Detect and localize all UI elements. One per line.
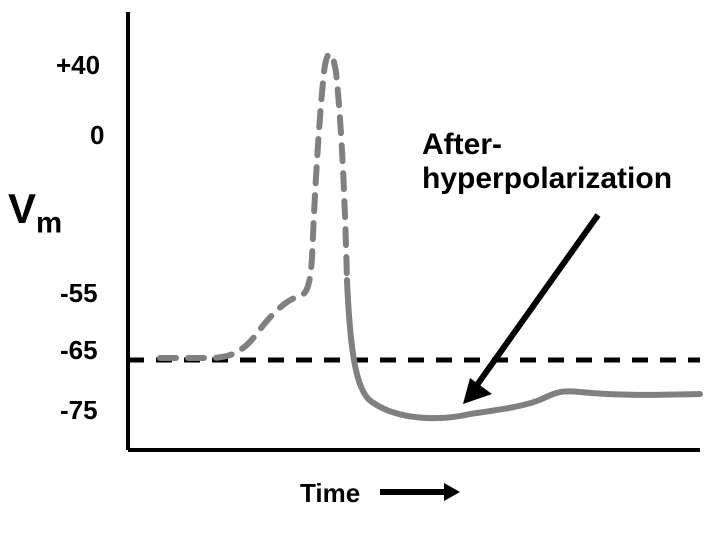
ytick-plus40: +40	[56, 50, 100, 81]
plot-svg	[0, 0, 720, 540]
ytick-minus75: -75	[60, 395, 98, 426]
pointer-arrow-shaft	[472, 215, 598, 392]
y-axis-label: Vm	[8, 185, 62, 240]
ap-rising-phase	[160, 54, 347, 358]
x-axis-label: Time	[300, 478, 360, 509]
annotation-afterhyperpolarization: After- hyperpolarization	[422, 128, 672, 196]
ytick-0: 0	[90, 120, 104, 151]
ytick-minus65: -65	[60, 335, 98, 366]
diagram-stage: +40 0 -55 -65 -75 Vm After- hyperpolariz…	[0, 0, 720, 540]
y-axis-label-sub: m	[36, 206, 62, 239]
annotation-line1: After-	[422, 128, 672, 162]
ap-afterhyperpolarization	[347, 280, 700, 418]
time-arrow-head	[444, 483, 460, 501]
ytick-minus55: -55	[60, 278, 98, 309]
y-axis-label-main: V	[8, 185, 36, 232]
annotation-line2: hyperpolarization	[422, 162, 672, 196]
